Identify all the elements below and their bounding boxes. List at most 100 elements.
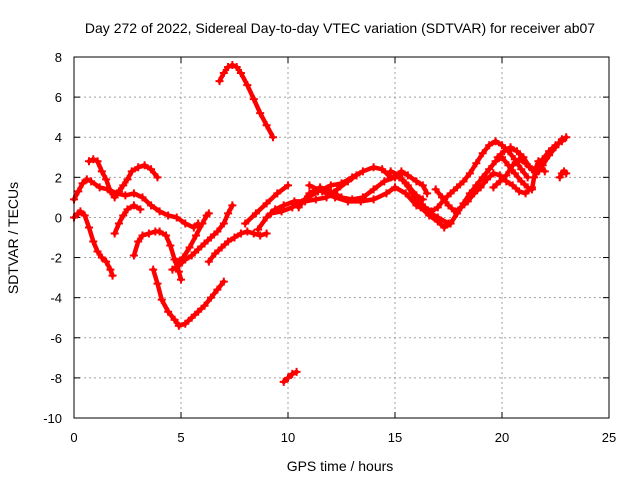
series-arc-8 <box>172 209 213 266</box>
x-tick-label: 0 <box>70 430 77 445</box>
data-point <box>138 193 147 202</box>
data-point <box>512 147 521 156</box>
data-point <box>106 187 115 196</box>
data-point <box>162 231 171 240</box>
series-arc-3 <box>84 155 162 202</box>
data-point <box>89 237 98 246</box>
data-point <box>331 193 340 202</box>
data-point <box>446 219 455 228</box>
data-point <box>521 159 530 168</box>
data-point <box>206 293 215 302</box>
data-point <box>305 181 314 190</box>
series-arc-11 <box>241 181 292 228</box>
data-point <box>498 141 506 150</box>
data-point <box>127 167 136 176</box>
data-point <box>251 209 260 218</box>
data-point <box>236 69 245 78</box>
data-point <box>219 69 228 78</box>
series-arc-4 <box>110 201 145 238</box>
data-point <box>305 189 314 198</box>
data-point <box>219 277 228 286</box>
data-point <box>170 315 179 324</box>
data-point <box>534 157 543 166</box>
series-line <box>217 62 276 140</box>
data-point <box>224 237 233 246</box>
y-tick-label: -2 <box>50 251 62 266</box>
data-point <box>485 165 494 174</box>
data-point <box>172 213 181 222</box>
data-point <box>119 181 128 190</box>
data-point <box>284 181 292 190</box>
data-point <box>119 211 128 220</box>
data-point <box>489 183 498 192</box>
data-point <box>446 189 455 198</box>
data-point <box>153 173 162 182</box>
series-arc-13 <box>279 367 301 386</box>
data-point <box>114 219 123 228</box>
data-point <box>256 109 265 118</box>
data-point <box>378 165 387 174</box>
data-point <box>157 295 166 304</box>
data-point <box>500 147 509 156</box>
y-axis-label: SDTVAR / TECUs <box>5 182 21 294</box>
data-point <box>200 301 209 310</box>
data-point <box>508 161 517 170</box>
data-point <box>93 247 102 256</box>
y-tick-label: 0 <box>55 210 62 225</box>
data-point <box>80 211 89 220</box>
y-tick-label: 2 <box>55 170 62 185</box>
data-point <box>181 219 190 228</box>
data-point <box>249 95 258 104</box>
data-point <box>348 173 357 182</box>
data-point <box>181 319 190 328</box>
data-point <box>76 207 85 216</box>
y-tick-label: 8 <box>55 50 62 65</box>
data-point <box>450 207 459 216</box>
data-point <box>174 321 183 330</box>
data-point <box>191 231 200 240</box>
data-point <box>219 219 228 228</box>
data-point <box>403 171 412 180</box>
data-point <box>138 231 147 240</box>
data-point <box>243 81 252 90</box>
data-point <box>489 169 498 178</box>
data-point <box>147 201 156 210</box>
data-point <box>134 237 143 246</box>
data-point <box>337 179 346 188</box>
data-point <box>78 179 87 188</box>
data-point <box>262 213 271 222</box>
data-point <box>123 175 132 184</box>
data-point <box>311 195 320 204</box>
data-point <box>155 227 164 236</box>
data-point <box>114 187 123 196</box>
grid <box>74 57 609 418</box>
data-point <box>418 181 427 190</box>
series-arc-10 <box>215 61 278 142</box>
data-point <box>166 241 175 250</box>
data-point <box>164 211 173 220</box>
data-point <box>174 261 183 270</box>
series-line <box>433 171 535 214</box>
data-point <box>189 223 198 232</box>
data-point <box>279 377 288 386</box>
data-point <box>228 61 237 70</box>
data-point <box>74 187 83 196</box>
data-point <box>333 185 342 194</box>
data-point <box>369 163 378 172</box>
data-point <box>463 197 472 206</box>
series-arc-9 <box>204 227 271 266</box>
data-point <box>508 181 517 190</box>
data-point <box>262 229 271 238</box>
data-point <box>491 137 500 146</box>
data-point <box>369 185 378 194</box>
data-point <box>277 207 286 216</box>
data-point <box>478 173 487 182</box>
x-tick-label: 20 <box>495 430 509 445</box>
data-point <box>147 165 156 174</box>
data-point <box>517 165 526 174</box>
data-point <box>97 167 106 176</box>
data-point <box>562 169 571 178</box>
y-tick-label: -8 <box>50 371 62 386</box>
data-point <box>386 167 395 176</box>
